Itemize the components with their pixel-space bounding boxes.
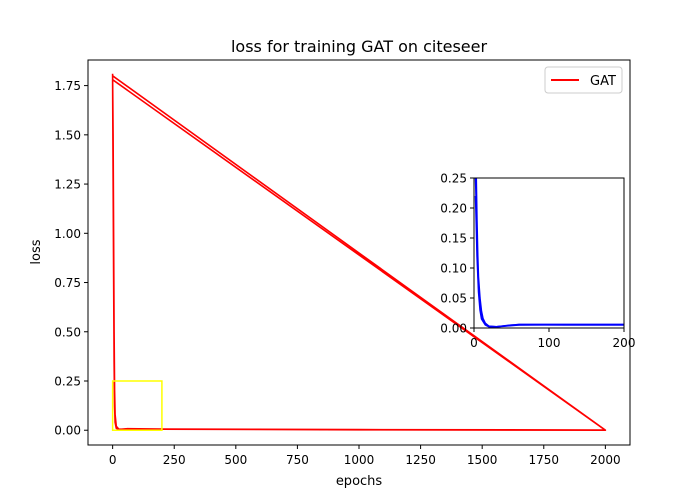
inset-y-tick-label: 0.25	[440, 172, 467, 186]
y-axis-label: loss	[29, 239, 44, 264]
y-tick-label: 0.75	[54, 276, 81, 290]
x-tick-label: 1750	[528, 453, 559, 467]
x-tick-label: 1500	[467, 453, 498, 467]
y-tick-label: 1.50	[54, 128, 81, 142]
main-axes: 0 250 500 750 1000 1250 1500 1750 2000 0.000.250…	[54, 59, 631, 467]
main-y-ticks: 0.00 0.25 0.50 0.75 1.00 1.25 1.50 1.75	[54, 79, 88, 438]
inset-y-tick-label: 0.20	[440, 202, 467, 216]
series-line-gat	[111, 73, 607, 432]
x-tick-label: 750	[286, 453, 309, 467]
inset-y-tick-label: 0.00	[440, 322, 467, 336]
inset-x-tick-label: 0	[470, 336, 478, 350]
main-x-ticks: 0 250 500 750 1000 1250 1500 1750 2000	[109, 445, 621, 467]
x-tick-label: 2000	[590, 453, 621, 467]
legend-label-gat: GAT	[590, 74, 616, 89]
inset-y-tick-label: 0.05	[440, 292, 467, 306]
x-tick-label: 0	[109, 453, 117, 467]
x-tick-label: 1250	[405, 453, 436, 467]
inset-y-tick-label: 0.10	[440, 262, 467, 276]
inset-axes: 0 100 200 0.00 0.05 0.10 0.15 0.20 0.25	[440, 172, 635, 351]
inset-x-tick-label: 100	[538, 336, 561, 350]
zoom-highlight-box	[111, 380, 163, 431]
inset-series-line	[474, 195, 624, 328]
inset-x-ticks: 0 100 200	[470, 328, 635, 350]
y-tick-label: 0.00	[54, 424, 81, 438]
main-series-lines	[111, 73, 607, 432]
x-tick-label: 1000	[344, 453, 375, 467]
x-axis-label: epochs	[336, 474, 383, 489]
inset-background	[474, 178, 624, 328]
y-tick-label: 0.25	[54, 374, 81, 388]
inset-y-ticks: 0.00 0.05 0.10 0.15 0.20 0.25	[440, 172, 474, 336]
x-tick-label: 250	[163, 453, 186, 467]
inset-x-tick-label: 200	[613, 336, 636, 350]
inset-series-lines	[474, 177, 624, 328]
y-tick-label: 0.50	[54, 325, 81, 339]
inset-y-tick-label: 0.15	[440, 232, 467, 246]
legend: GAT	[544, 66, 623, 94]
chart-title: loss for training GAT on citeseer	[231, 37, 488, 56]
y-tick-label: 1.25	[54, 178, 81, 192]
y-tick-label: 1.75	[54, 79, 81, 93]
legend-box	[544, 66, 623, 94]
x-tick-label: 500	[224, 453, 247, 467]
y-tick-label: 1.00	[54, 227, 81, 241]
